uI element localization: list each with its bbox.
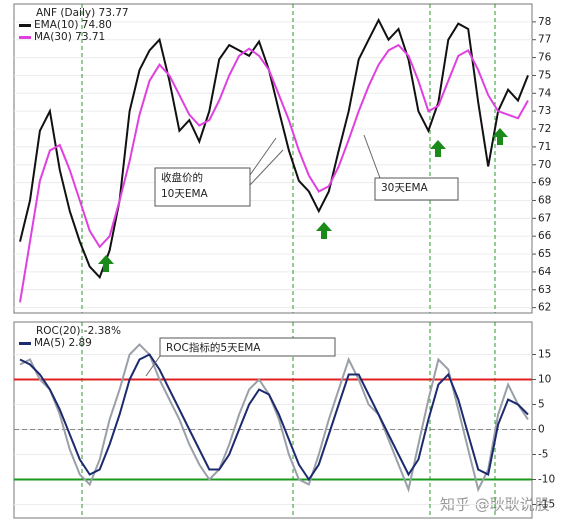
buy-arrow	[430, 140, 446, 157]
y-tick-label: 66	[538, 230, 552, 242]
y-tick-label: -5	[538, 449, 548, 461]
callout-box	[374, 177, 459, 201]
y-tick-label: 76	[538, 52, 552, 64]
y-tick-label: 68	[538, 194, 551, 206]
y-tick-label: 62	[538, 302, 551, 314]
y-tick-label: 0	[538, 424, 545, 436]
callout-text: ROC指标的5天EMA	[166, 341, 261, 354]
y-tick-label: -10	[538, 474, 555, 486]
y-tick-label: 72	[538, 123, 551, 135]
y-tick-label: 69	[538, 177, 551, 189]
legend-swatch	[19, 342, 31, 345]
panel-frame	[13, 3, 533, 314]
chart-title: ANF (Daily) 73.77	[36, 7, 129, 19]
line-series	[19, 343, 529, 493]
callout-leader	[363, 134, 381, 179]
panel: 62 63 64 65 66 67 68 69 70 71 72 73 74 75 76 77 78 ANF (D…	[14, 4, 552, 314]
buy-arrow	[98, 255, 114, 272]
legend-label: MA(30) 73.71	[34, 31, 105, 43]
y-tick-label: 10	[538, 374, 551, 386]
line-series	[19, 43, 529, 303]
callout-text: 收盘价的	[161, 171, 203, 184]
callout-text: 10天EMA	[161, 188, 209, 200]
legend-swatch	[19, 36, 31, 39]
y-tick-label: 70	[538, 159, 551, 171]
callout-leader	[145, 355, 161, 377]
y-tick-label: 67	[538, 212, 551, 224]
panel: -15 -10 -5 0 5 10 15 ROC(20) -2.38%MA(5) 2.89 RO…	[14, 322, 555, 518]
y-tick-label: 15	[538, 349, 551, 361]
chart-title: ROC(20) -2.38%	[36, 325, 121, 337]
callout-leader	[249, 137, 277, 176]
callout-box	[159, 337, 336, 357]
y-tick-label: 78	[538, 16, 551, 28]
callout-text: 30天EMA	[381, 182, 429, 194]
line-series	[19, 353, 529, 482]
callout-box	[154, 167, 251, 207]
callout-leader	[249, 149, 284, 186]
y-tick-label: 5	[538, 399, 545, 411]
legend-label: MA(5) 2.89	[34, 337, 92, 349]
y-tick-label: 64	[538, 266, 552, 278]
y-tick-label: 74	[538, 87, 552, 99]
legend-label: EMA(10) 74.80	[34, 19, 112, 31]
y-tick-label: 65	[538, 248, 551, 260]
legend-swatch	[19, 24, 31, 27]
y-tick-label: 71	[538, 141, 551, 153]
buy-arrow	[316, 222, 332, 239]
y-tick-label: 75	[538, 69, 551, 81]
buy-arrow	[492, 128, 508, 145]
y-tick-label: -15	[538, 499, 555, 511]
y-tick-label: 63	[538, 284, 551, 296]
y-tick-label: 73	[538, 105, 551, 117]
y-tick-label: 77	[538, 34, 551, 46]
